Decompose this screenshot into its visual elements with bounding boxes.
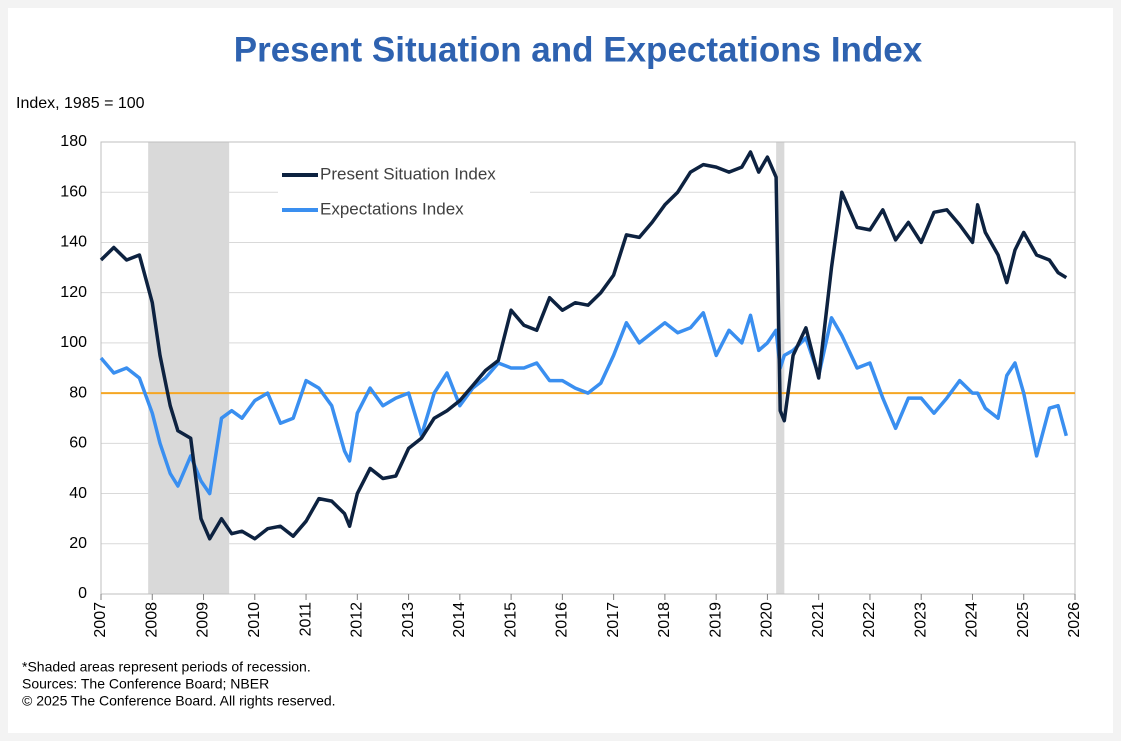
x-tick-label: 2016 xyxy=(554,602,571,638)
series-line xyxy=(99,150,1068,541)
y-axis-label: Index, 1985 = 100 xyxy=(16,95,145,112)
x-tick-label: 2025 xyxy=(1015,602,1032,638)
y-tick-label: 140 xyxy=(60,234,87,251)
x-tick-label: 2010 xyxy=(246,602,263,638)
x-tick-label: 2009 xyxy=(195,602,212,638)
y-tick-label: 120 xyxy=(60,284,87,301)
x-tick-label: 2012 xyxy=(349,602,366,638)
x-tick-label: 2013 xyxy=(400,602,417,638)
y-tick-label: 80 xyxy=(69,384,87,401)
x-tick-label: 2022 xyxy=(861,602,878,638)
x-tick-label: 2015 xyxy=(502,602,519,638)
series-line xyxy=(99,311,1068,496)
chart-title: Present Situation and Expectations Index xyxy=(234,30,923,69)
notes: *Shaded areas represent periods of reces… xyxy=(22,659,336,709)
x-tick-label: 2021 xyxy=(810,602,827,638)
footnote: *Shaded areas represent periods of reces… xyxy=(22,659,311,675)
y-tick-label: 0 xyxy=(78,585,87,602)
footnote: Sources: The Conference Board; NBER xyxy=(22,676,269,692)
legend-box xyxy=(278,157,530,223)
x-tick-label: 2017 xyxy=(605,602,622,638)
y-tick-label: 20 xyxy=(69,535,87,552)
legend-label: Expectations Index xyxy=(320,199,464,218)
footnote: © 2025 The Conference Board. All rights … xyxy=(22,693,336,709)
x-tick-label: 2011 xyxy=(297,602,314,637)
x-tick-label: 2018 xyxy=(656,602,673,638)
legend-label: Present Situation Index xyxy=(320,164,496,183)
x-tick-label: 2019 xyxy=(707,602,724,638)
x-tick-label: 2026 xyxy=(1066,602,1083,638)
y-tick-label: 180 xyxy=(60,133,87,150)
x-tick-label: 2007 xyxy=(92,602,109,638)
x-tick-label: 2008 xyxy=(143,602,160,638)
plot-frame xyxy=(100,141,1076,595)
y-tick-label: 100 xyxy=(60,334,87,351)
x-tick-label: 2014 xyxy=(451,602,468,638)
x-tick-label: 2024 xyxy=(964,602,981,638)
y-tick-label: 40 xyxy=(69,485,87,502)
x-tick-label: 2023 xyxy=(912,602,929,638)
y-tick-label: 60 xyxy=(69,435,87,452)
x-tick-label: 2020 xyxy=(759,602,776,638)
y-tick-label: 160 xyxy=(60,183,87,200)
